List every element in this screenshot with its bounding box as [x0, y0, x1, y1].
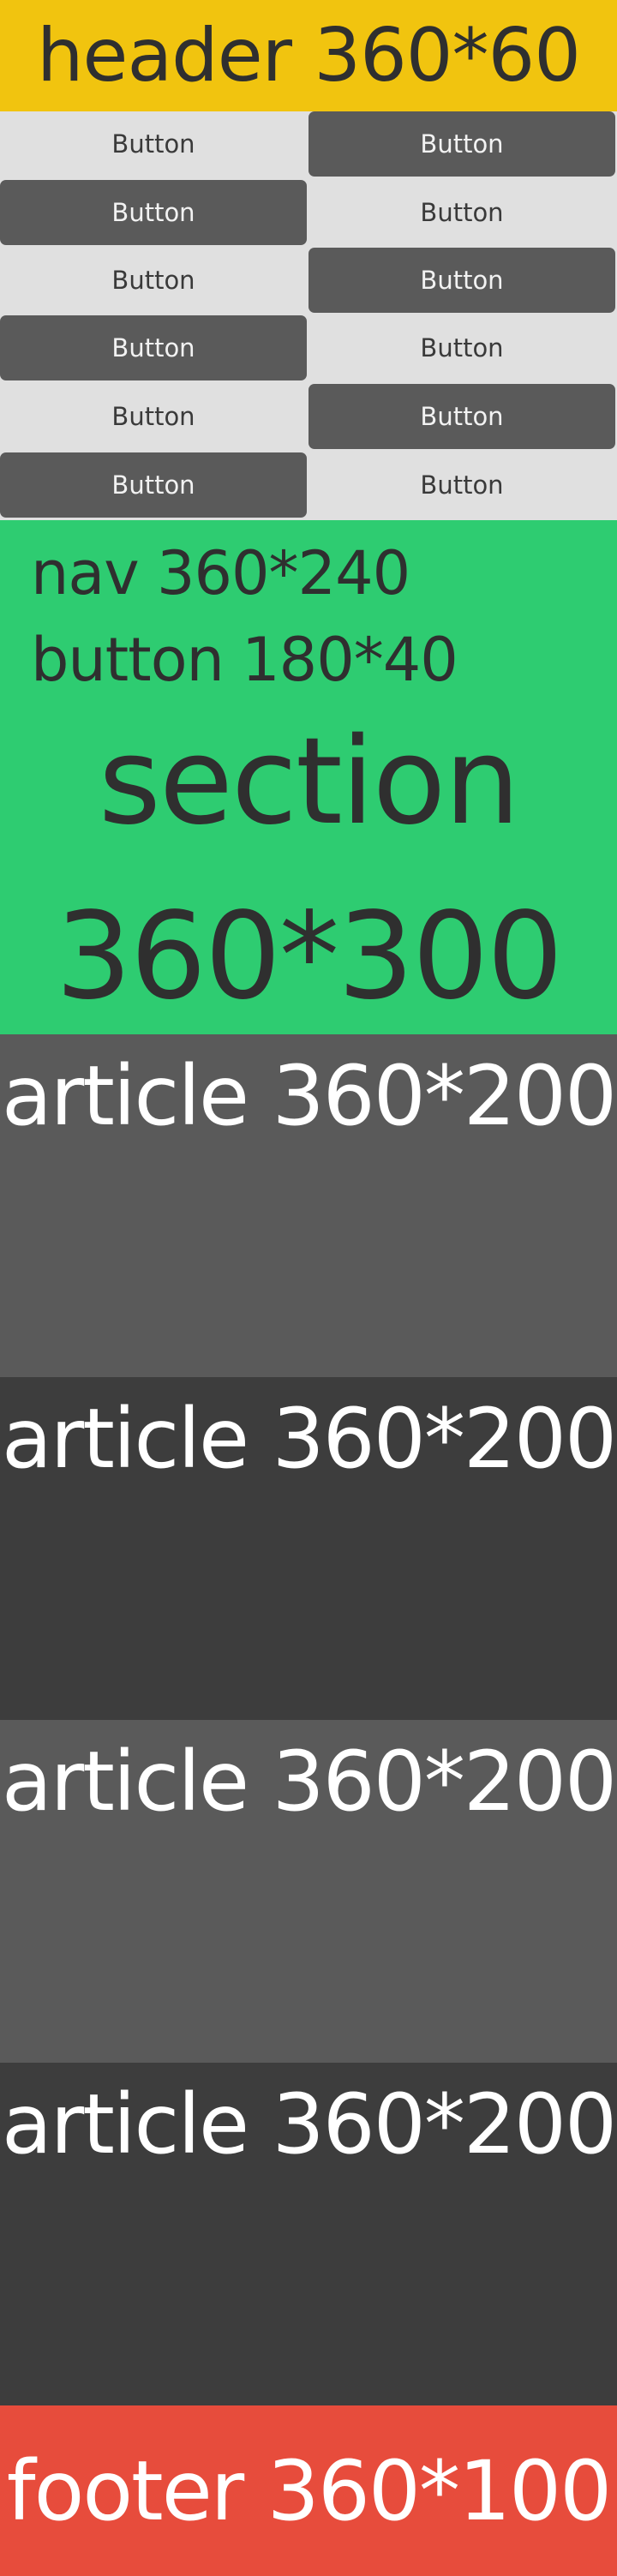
nav-button-8[interactable]: Button: [308, 315, 615, 380]
nav-button-1[interactable]: Button: [0, 111, 307, 177]
article-3: article 360*200: [0, 1720, 617, 2063]
article-label: article 360*200: [1, 1391, 617, 1487]
nav-button-grid: Button Button Button Button Button Butto…: [0, 111, 617, 520]
article-label: article 360*200: [1, 1048, 617, 1144]
footer-label: footer 360*100: [6, 2442, 612, 2539]
article-4: article 360*200: [0, 2063, 617, 2405]
nav-button-5[interactable]: Button: [0, 248, 307, 313]
article-1: article 360*200: [0, 1034, 617, 1377]
nav-button-6[interactable]: Button: [308, 248, 615, 313]
section-size: 360*300: [55, 887, 563, 1027]
nav-button-7[interactable]: Button: [0, 315, 307, 380]
nav-button-11[interactable]: Button: [0, 452, 307, 518]
main-section: nav 360*240 button 180*40 section 360*30…: [0, 520, 617, 1034]
nav-button-12[interactable]: Button: [308, 452, 615, 518]
section-title: section: [98, 712, 520, 852]
nav-size-note: nav 360*240: [31, 538, 410, 608]
nav-button-4[interactable]: Button: [308, 180, 615, 245]
button-size-note: button 180*40: [31, 625, 458, 695]
nav-button-3[interactable]: Button: [0, 180, 307, 245]
page-footer: footer 360*100: [0, 2405, 617, 2576]
nav-button-2[interactable]: Button: [308, 111, 615, 177]
article-label: article 360*200: [1, 2076, 617, 2172]
nav-button-10[interactable]: Button: [308, 384, 615, 449]
nav-button-9[interactable]: Button: [0, 384, 307, 449]
header-label: header 360*60: [37, 13, 581, 99]
page-header: header 360*60: [0, 0, 617, 111]
article-2: article 360*200: [0, 1377, 617, 1720]
article-label: article 360*200: [1, 1734, 617, 1830]
